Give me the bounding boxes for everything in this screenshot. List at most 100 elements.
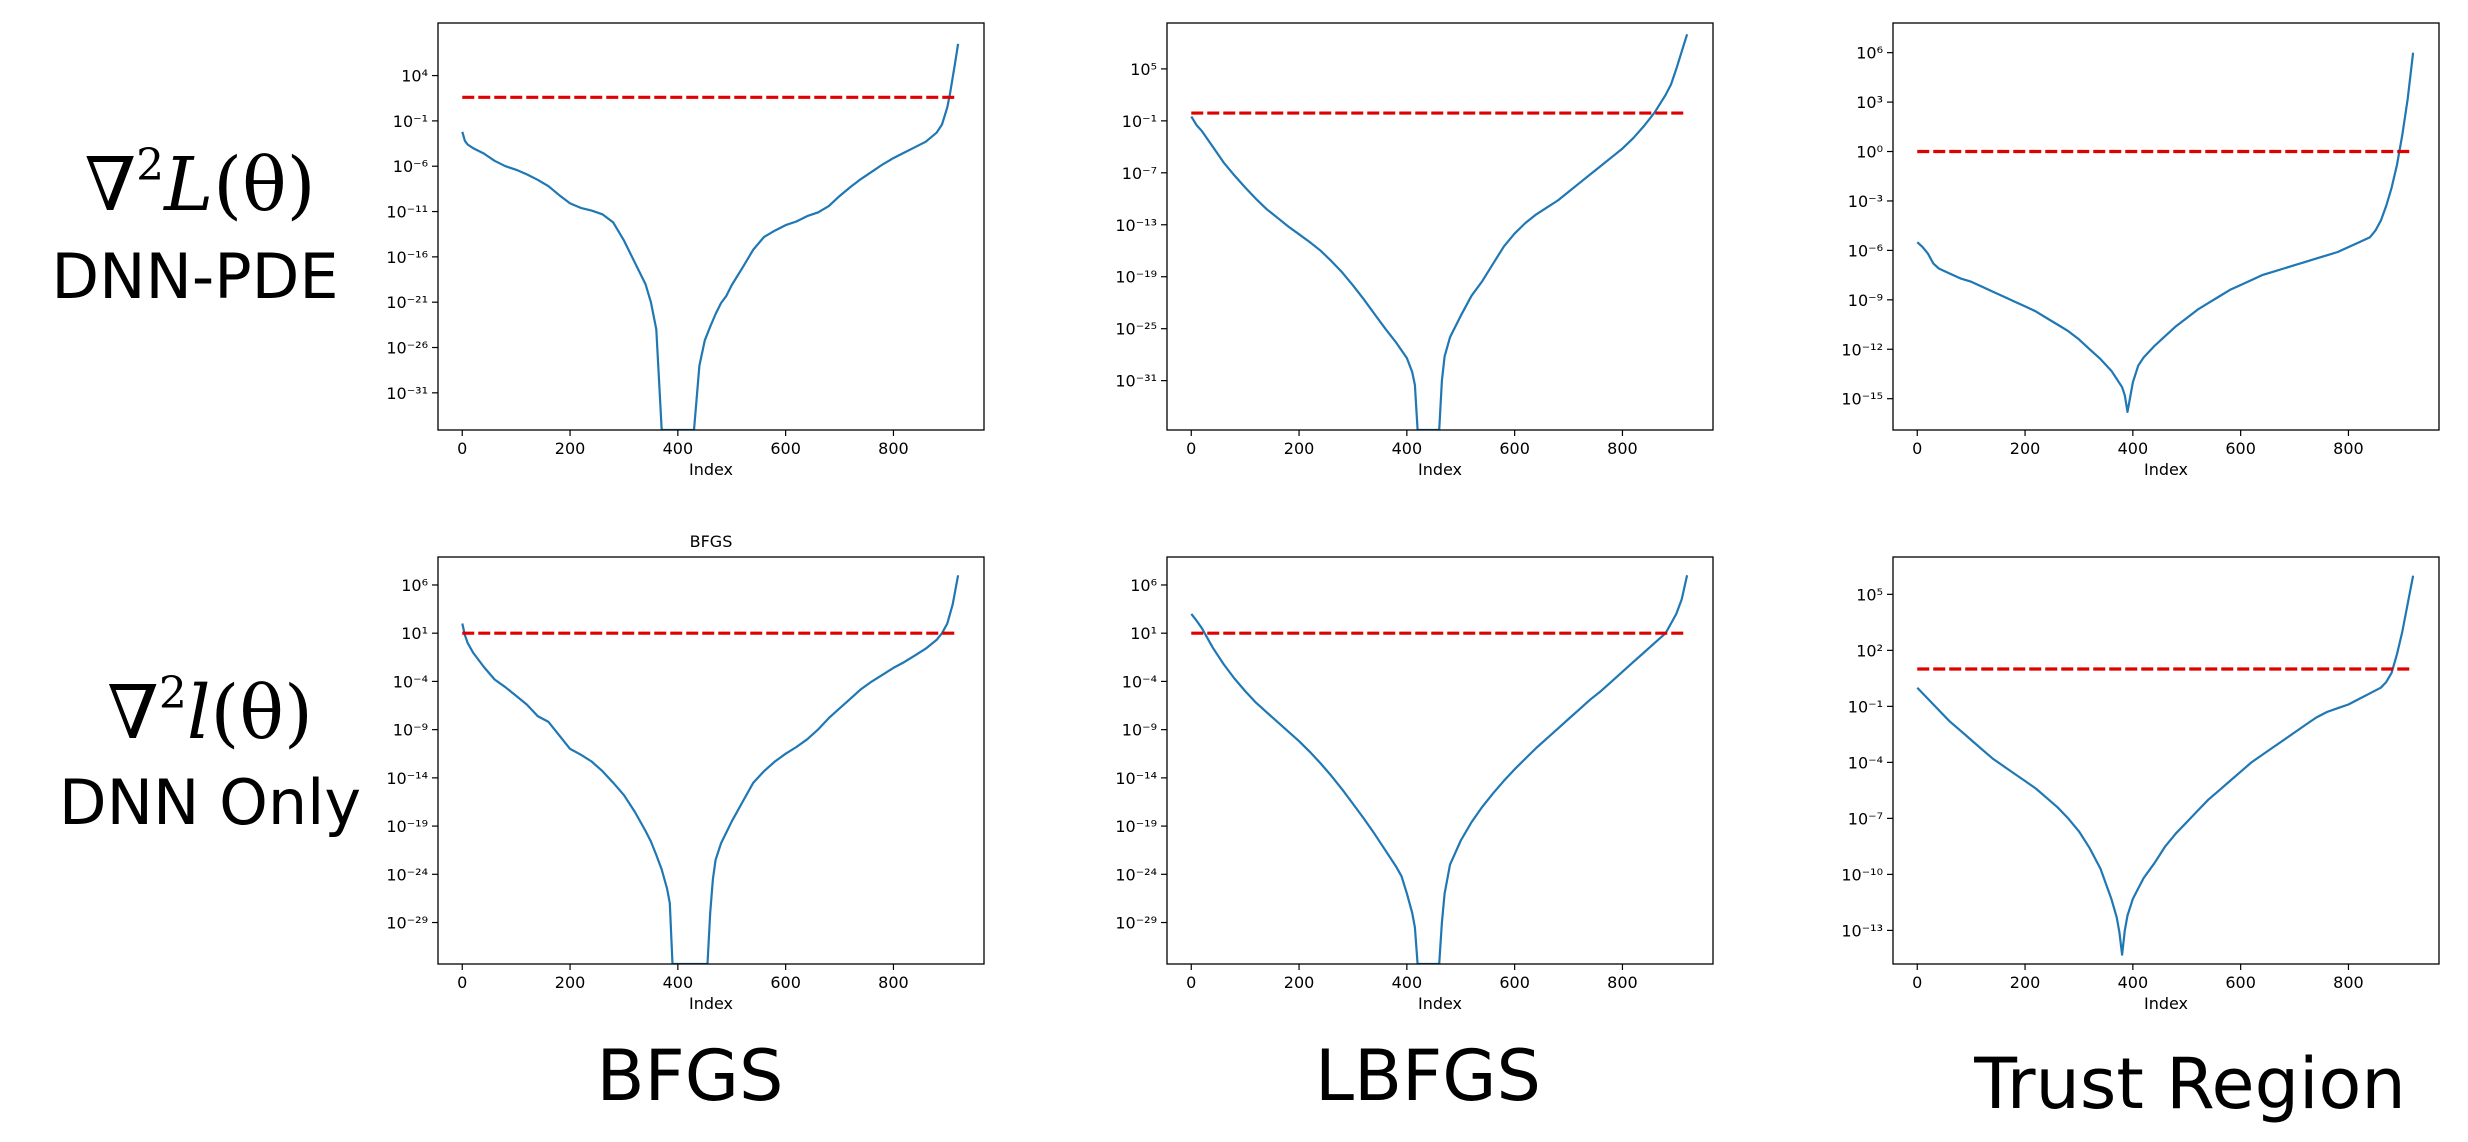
axes-frame (1166, 556, 1714, 965)
panel-dnn-only-lbfgs: 0 200 400 600 800 Index 10⁶ 10¹ 10⁻⁴ 10⁻⁹ 10⁻¹⁴ 10⁻… (1115, 556, 1714, 1013)
x-tick-label: 200 (555, 973, 586, 992)
eigenvalue-curve (461, 43, 960, 430)
x-tick-label: 0 (457, 439, 467, 458)
x-tick-label: 800 (878, 439, 909, 458)
eigenvalue-curve (461, 575, 960, 964)
y-tick-label: 10⁻⁴ (1122, 672, 1157, 691)
y-tick-label: 10⁻⁴ (393, 672, 428, 691)
y-tick-label: 10⁶ (1856, 44, 1883, 63)
x-tick-label: 800 (2333, 973, 2364, 992)
x-tick-label: 400 (2118, 439, 2149, 458)
x-tick-label: 200 (2010, 439, 2041, 458)
row-label-dnn-pde: ∇2L(θ) DNN-PDE (51, 140, 338, 313)
y-tick-label: 10⁻¹⁴ (386, 769, 428, 788)
axes-frame (1892, 22, 2440, 431)
x-tick-label: 600 (2225, 973, 2256, 992)
axes-frame (437, 556, 985, 965)
y-tick-label: 10¹ (401, 624, 428, 643)
y-tick-label: 10⁻¹⁰ (1841, 865, 1883, 884)
x-tick-label: 200 (1284, 973, 1315, 992)
y-tick-label: 10⁻⁴ (1848, 753, 1883, 772)
x-tick-label: 200 (555, 439, 586, 458)
y-tick-label: 10⁻¹³ (1115, 216, 1157, 235)
y-tick-label: 10⁻⁹ (393, 721, 428, 740)
y-tick-label: 10⁻²⁴ (386, 865, 428, 884)
y-tick-label: 10³ (1856, 93, 1883, 112)
axes-frame (1166, 22, 1714, 431)
x-tick-label: 800 (1607, 973, 1638, 992)
x-axis-label: Index (2144, 994, 2188, 1013)
y-tick-label: 10⁻¹² (1841, 340, 1883, 359)
column-label-bfgs: BFGS (597, 1035, 784, 1117)
x-tick-label: 200 (2010, 973, 2041, 992)
y-tick-label: 10⁻¹ (1122, 112, 1157, 131)
y-tick-label: 10⁻²⁹ (1115, 914, 1157, 933)
y-tick-label: 10⁻¹ (1848, 697, 1883, 716)
y-tick-label: 10⁻⁷ (1122, 164, 1157, 183)
x-tick-label: 600 (1499, 439, 1530, 458)
y-tick-label: 10⁻²⁴ (1115, 865, 1157, 884)
x-tick-label: 600 (770, 973, 801, 992)
row-label-name-dnn-pde: DNN-PDE (51, 240, 338, 313)
y-tick-label: 10¹ (1130, 624, 1157, 643)
y-tick-label: 10⁵ (1130, 60, 1157, 79)
eigenvalue-curve (1190, 575, 1689, 964)
y-tick-label: 10⁻²⁶ (386, 339, 428, 358)
axes-frame (1892, 556, 2440, 965)
panel-dnn-only-trust-region: 0 200 400 600 800 Index 10⁵ 10² 10⁻¹ 10⁻⁴ 10⁻⁷ 10⁻¹… (1841, 556, 2440, 1013)
x-axis-label: Index (2144, 460, 2188, 479)
x-axis-label: Index (1418, 460, 1462, 479)
y-tick-label: 10⁻²⁹ (386, 914, 428, 933)
x-axis-label: Index (1418, 994, 1462, 1013)
panel-dnn-pde-trust-region: 0 200 400 600 800 Index 10⁶ 10³ 10⁰ 10⁻³ 10⁻⁶ 10⁻⁹ 1… (1841, 22, 2440, 479)
y-tick-label: 10⁻⁹ (1122, 721, 1157, 740)
x-axis-label: Index (689, 460, 733, 479)
y-tick-label: 10⁶ (401, 576, 428, 595)
x-tick-label: 0 (457, 973, 467, 992)
row-label-math-dnn-pde: ∇2L(θ) (84, 140, 315, 228)
panel-dnn-only-bfgs: BFGS 0 200 400 600 800 Index 10⁶ 10¹ 10⁻⁴ 10⁻⁹ 10⁻¹… (386, 532, 985, 1013)
x-tick-label: 600 (1499, 973, 1530, 992)
y-tick-label: 10⁻³ (1848, 192, 1883, 211)
column-label-lbfgs: LBFGS (1315, 1035, 1541, 1117)
y-tick-label: 10⁻¹⁹ (1115, 268, 1157, 287)
y-tick-label: 10⁻¹⁶ (386, 248, 428, 267)
panel-dnn-pde-lbfgs: 0 200 400 600 800 Index 10⁵ 10⁻¹ 10⁻⁷ 10⁻¹³ 10⁻¹⁹ 1… (1115, 22, 1714, 479)
y-tick-label: 10⁵ (1856, 585, 1883, 604)
column-label-trust-region: Trust Region (1973, 1043, 2405, 1125)
x-tick-label: 600 (2225, 439, 2256, 458)
axes-frame (437, 22, 985, 431)
y-tick-label: 10⁻⁹ (1848, 291, 1883, 310)
y-tick-label: 10⁻¹⁴ (1115, 769, 1157, 788)
y-tick-label: 10⁻⁶ (393, 157, 428, 176)
panel-dnn-pde-bfgs: 0 200 400 600 800 Index 10⁴ 10⁻¹ 10⁻⁶ 10⁻¹¹ 10⁻¹⁶ 1… (386, 22, 985, 479)
x-axis-label: Index (689, 994, 733, 1013)
x-tick-label: 0 (1912, 973, 1922, 992)
panel-title: BFGS (690, 532, 733, 551)
x-tick-label: 800 (2333, 439, 2364, 458)
y-tick-label: 10⁻²⁵ (1115, 320, 1157, 339)
row-label-name-dnn-only: DNN Only (59, 766, 361, 839)
x-tick-label: 0 (1912, 439, 1922, 458)
x-tick-label: 800 (1607, 439, 1638, 458)
eigenvalue-curve (1916, 575, 2415, 956)
y-tick-label: 10⁴ (401, 67, 428, 86)
x-tick-label: 200 (1284, 439, 1315, 458)
y-tick-label: 10⁻¹³ (1841, 921, 1883, 940)
x-tick-label: 600 (770, 439, 801, 458)
y-tick-label: 10⁻¹⁹ (1115, 817, 1157, 836)
y-tick-label: 10⁻¹⁹ (386, 817, 428, 836)
y-tick-label: 10⁻¹¹ (386, 203, 428, 222)
x-tick-label: 0 (1186, 973, 1196, 992)
y-tick-label: 10⁻⁶ (1848, 241, 1883, 260)
y-tick-label: 10⁶ (1130, 576, 1157, 595)
x-tick-label: 400 (2118, 973, 2149, 992)
y-tick-label: 10² (1856, 641, 1883, 660)
y-tick-label: 10⁻²¹ (386, 293, 428, 312)
y-tick-label: 10⁻⁷ (1848, 809, 1883, 828)
y-tick-label: 10⁻¹⁵ (1841, 390, 1883, 409)
eigenvalue-curve (1916, 52, 2415, 413)
x-tick-label: 400 (663, 439, 694, 458)
y-tick-label: 10⁻³¹ (1115, 372, 1157, 391)
